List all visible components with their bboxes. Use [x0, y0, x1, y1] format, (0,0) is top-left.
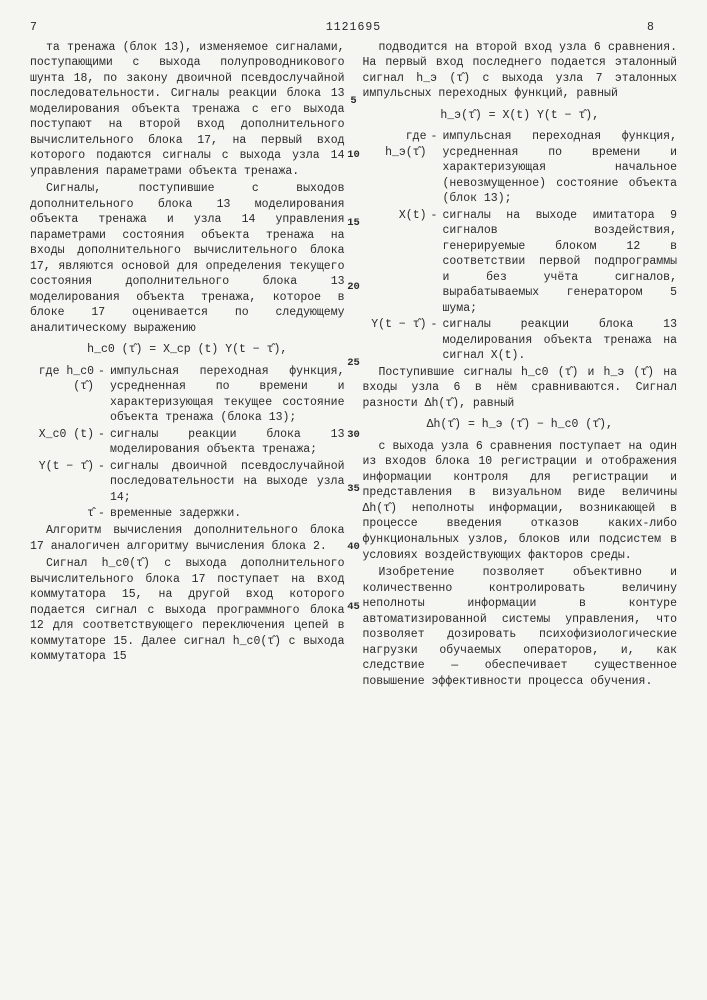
paragraph: подводится на второй вход узла 6 сравнен… — [363, 40, 678, 102]
definition-label: Y(t − τ̂) — [30, 459, 98, 506]
definition-row: Y(t − τ̂) - сигналы реакции блока 13 мод… — [363, 317, 678, 364]
formula: h_c0 (τ̂) = X_cp (t) Y(t − τ̂), — [30, 342, 345, 358]
definition-label: X_c0 (t) — [30, 427, 98, 458]
dash: - — [98, 506, 110, 522]
paragraph: Сигнал h_c0(τ̂) с выхода дополнительного… — [30, 556, 345, 665]
right-column: подводится на второй вход узла 6 сравнен… — [363, 40, 678, 692]
definition-label: τ̂ — [30, 506, 98, 522]
definition-row: Y(t − τ̂) - сигналы двоичной псевдослуча… — [30, 459, 345, 506]
paragraph: Поступившие сигналы h_c0 (τ̂) и h_э (τ̂)… — [363, 365, 678, 412]
definition-body: сигналы двоичной псевдослучайной последо… — [110, 459, 345, 506]
definition-body: сигналы на выходе имитатора 9 сигналов в… — [443, 208, 678, 317]
paragraph: Изобретение позволяет объективно и колич… — [363, 565, 678, 689]
dash: - — [431, 317, 443, 364]
definition-body: сигналы реакции блока 13 моделирования о… — [110, 427, 345, 458]
definition-label: где h_э(τ̂) — [363, 129, 431, 207]
dash: - — [98, 364, 110, 426]
definition-row: где h_э(τ̂) - импульсная переходная функ… — [363, 129, 678, 207]
document-number: 1121695 — [60, 20, 647, 36]
definition-label: X(t) — [363, 208, 431, 317]
formula: Δh(τ̂) = h_э (τ̂) − h_c0 (τ̂), — [363, 417, 678, 433]
definition-row: где h_c0 (τ̂) - импульсная переходная фу… — [30, 364, 345, 426]
paragraph: Алгоритм вычисления дополнительного блок… — [30, 523, 345, 554]
dash: - — [431, 129, 443, 207]
formula: h_э(τ̂) = X(t) Y(t − τ̂), — [363, 108, 678, 124]
page-number-right: 8 — [647, 20, 677, 36]
definition-body: сигналы реакции блока 13 моделирования о… — [443, 317, 678, 364]
definition-row: τ̂ - временные задержки. — [30, 506, 345, 522]
definition-row: X(t) - сигналы на выходе имитатора 9 сиг… — [363, 208, 678, 317]
dash: - — [98, 459, 110, 506]
definition-label: Y(t − τ̂) — [363, 317, 431, 364]
dash: - — [431, 208, 443, 317]
dash: - — [98, 427, 110, 458]
page-body: 51015202530354045 та тренажа (блок 13), … — [30, 40, 677, 692]
paragraph: Сигналы, поступившие с выходов дополните… — [30, 181, 345, 336]
left-column: та тренажа (блок 13), изменяемое сигнала… — [30, 40, 345, 692]
definition-label: где h_c0 (τ̂) — [30, 364, 98, 426]
paragraph: та тренажа (блок 13), изменяемое сигнала… — [30, 40, 345, 180]
paragraph: с выхода узла 6 сравнения поступает на о… — [363, 439, 678, 563]
definition-body: временные задержки. — [110, 506, 345, 522]
definition-row: X_c0 (t) - сигналы реакции блока 13 моде… — [30, 427, 345, 458]
two-column-layout: та тренажа (блок 13), изменяемое сигнала… — [30, 40, 677, 692]
page-number-left: 7 — [30, 20, 60, 36]
definition-body: импульсная переходная функция, усредненн… — [110, 364, 345, 426]
page-header: 7 1121695 8 — [30, 20, 677, 36]
definition-body: импульсная переходная функция, усредненн… — [443, 129, 678, 207]
